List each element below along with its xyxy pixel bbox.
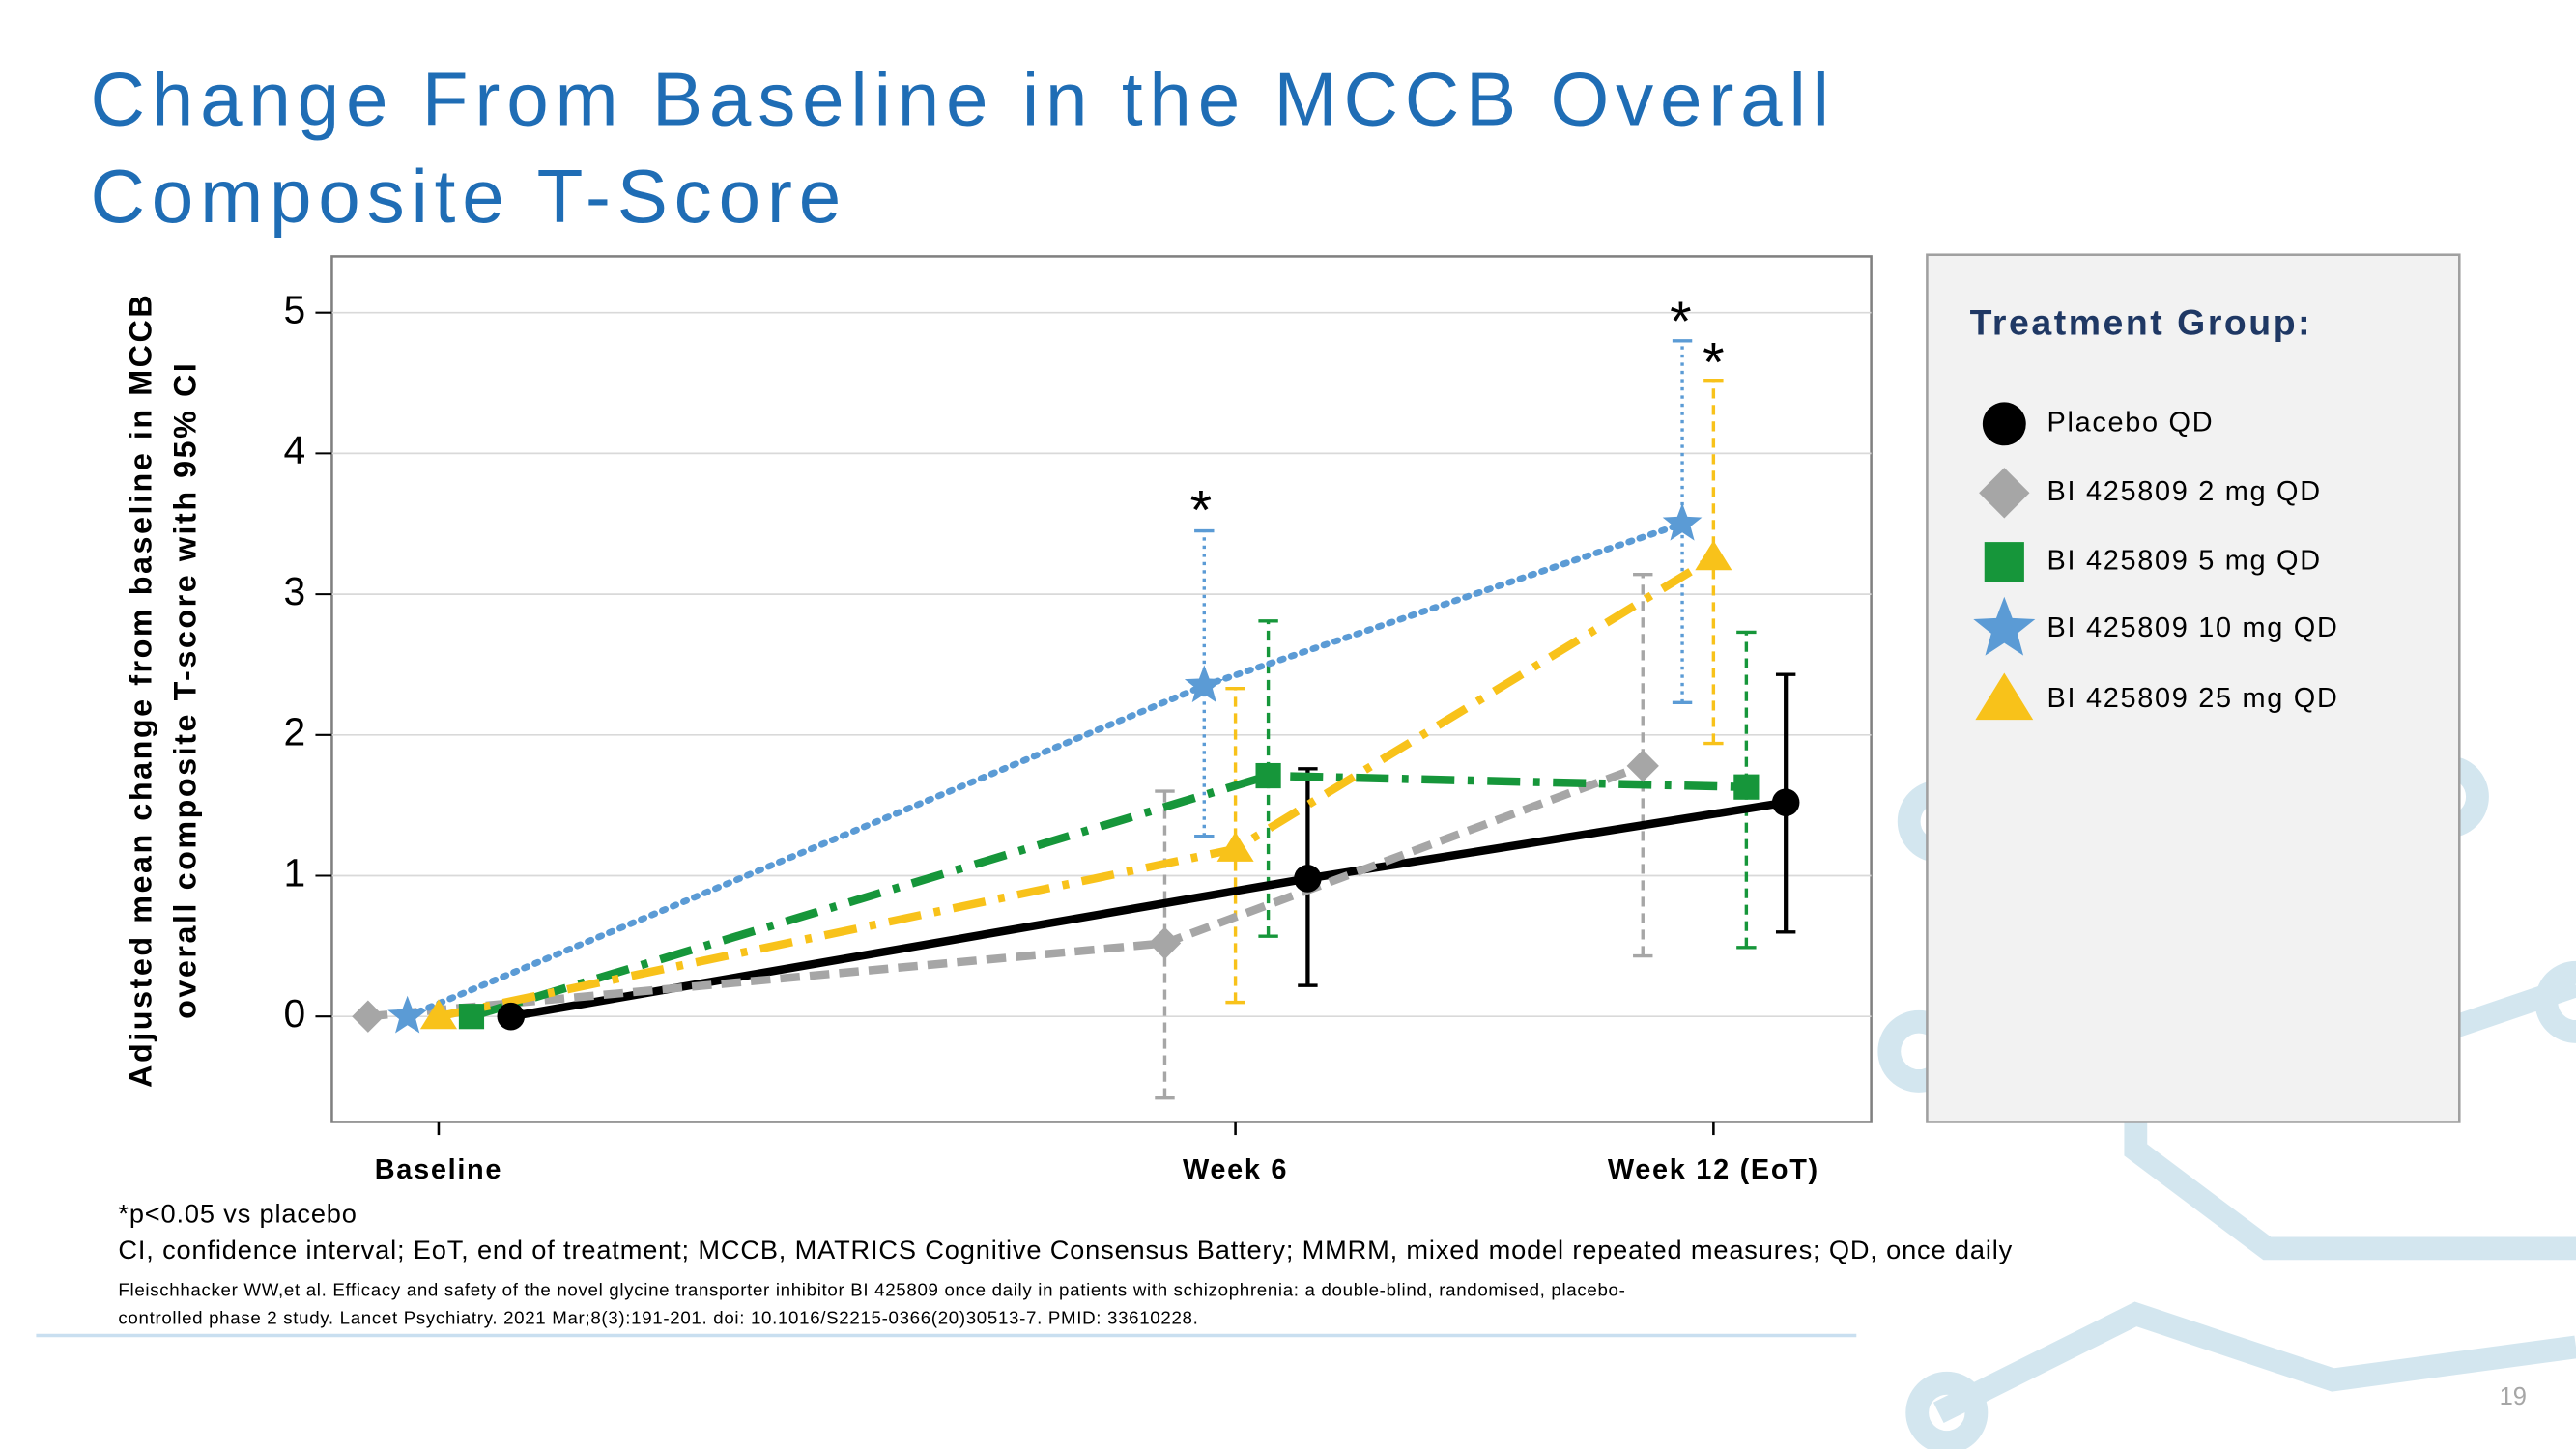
x-tick-label: Week 6: [1183, 1154, 1288, 1185]
y-tick-label: 5: [284, 287, 306, 331]
marker: [1184, 665, 1224, 703]
y-axis-label: overall composite T-score with 95% CI: [167, 361, 202, 1019]
reference: controlled phase 2 study. Lancet Psychia…: [118, 1307, 1198, 1327]
significance-mark: *: [1670, 291, 1692, 353]
marker: [419, 999, 458, 1030]
reference: Fleischhacker WW,et al. Efficacy and saf…: [118, 1280, 1625, 1300]
significance-mark: *: [1703, 332, 1724, 394]
y-tick-label: 1: [284, 850, 306, 895]
y-tick-label: 0: [284, 991, 306, 1036]
y-tick-label: 2: [284, 710, 306, 754]
marker: [387, 995, 428, 1034]
marker: [497, 1002, 526, 1031]
marker: [1984, 542, 2024, 582]
legend-box: [1926, 253, 2461, 1123]
marker: [1982, 402, 2026, 446]
marker: [1148, 926, 1182, 960]
marker: [458, 1004, 485, 1030]
x-tick-label: Baseline: [375, 1154, 502, 1185]
marker: [1733, 774, 1760, 800]
y-axis-label: Adjusted mean change from baseline in MC…: [123, 293, 157, 1088]
legend-label: BI 425809 25 mg QD: [2047, 683, 2339, 714]
marker: [1973, 596, 2036, 656]
legend-label: Placebo QD: [2047, 407, 2215, 438]
marker: [1255, 762, 1281, 789]
title-line: Change From Baseline in the MCCB Overall: [91, 57, 1836, 142]
legend-label: BI 425809 10 mg QD: [2047, 612, 2339, 643]
x-tick-label: Week 12 (EoT): [1608, 1154, 1819, 1185]
marker: [1975, 672, 2034, 721]
legend-label: BI 425809 2 mg QD: [2047, 476, 2322, 507]
footnote: *p<0.05 vs placebo: [118, 1199, 357, 1229]
marker: [1294, 865, 1322, 893]
footnote: CI, confidence interval; EoT, end of tre…: [118, 1235, 2013, 1264]
page-number: 19: [2500, 1383, 2527, 1410]
marker: [1216, 831, 1254, 862]
y-tick-label: 3: [284, 569, 306, 613]
series-line: [470, 771, 1747, 1021]
y-tick-label: 4: [284, 428, 306, 472]
legend-title: Treatment Group:: [1970, 302, 2313, 343]
plot-area: [330, 255, 1873, 1123]
marker: [1695, 540, 1732, 571]
significance-mark: *: [1190, 480, 1213, 542]
marker: [1662, 502, 1703, 541]
title-line: Composite T-Score: [91, 154, 848, 239]
marker: [1771, 788, 1800, 817]
legend-label: BI 425809 5 mg QD: [2047, 545, 2322, 576]
marker: [1979, 468, 2030, 519]
